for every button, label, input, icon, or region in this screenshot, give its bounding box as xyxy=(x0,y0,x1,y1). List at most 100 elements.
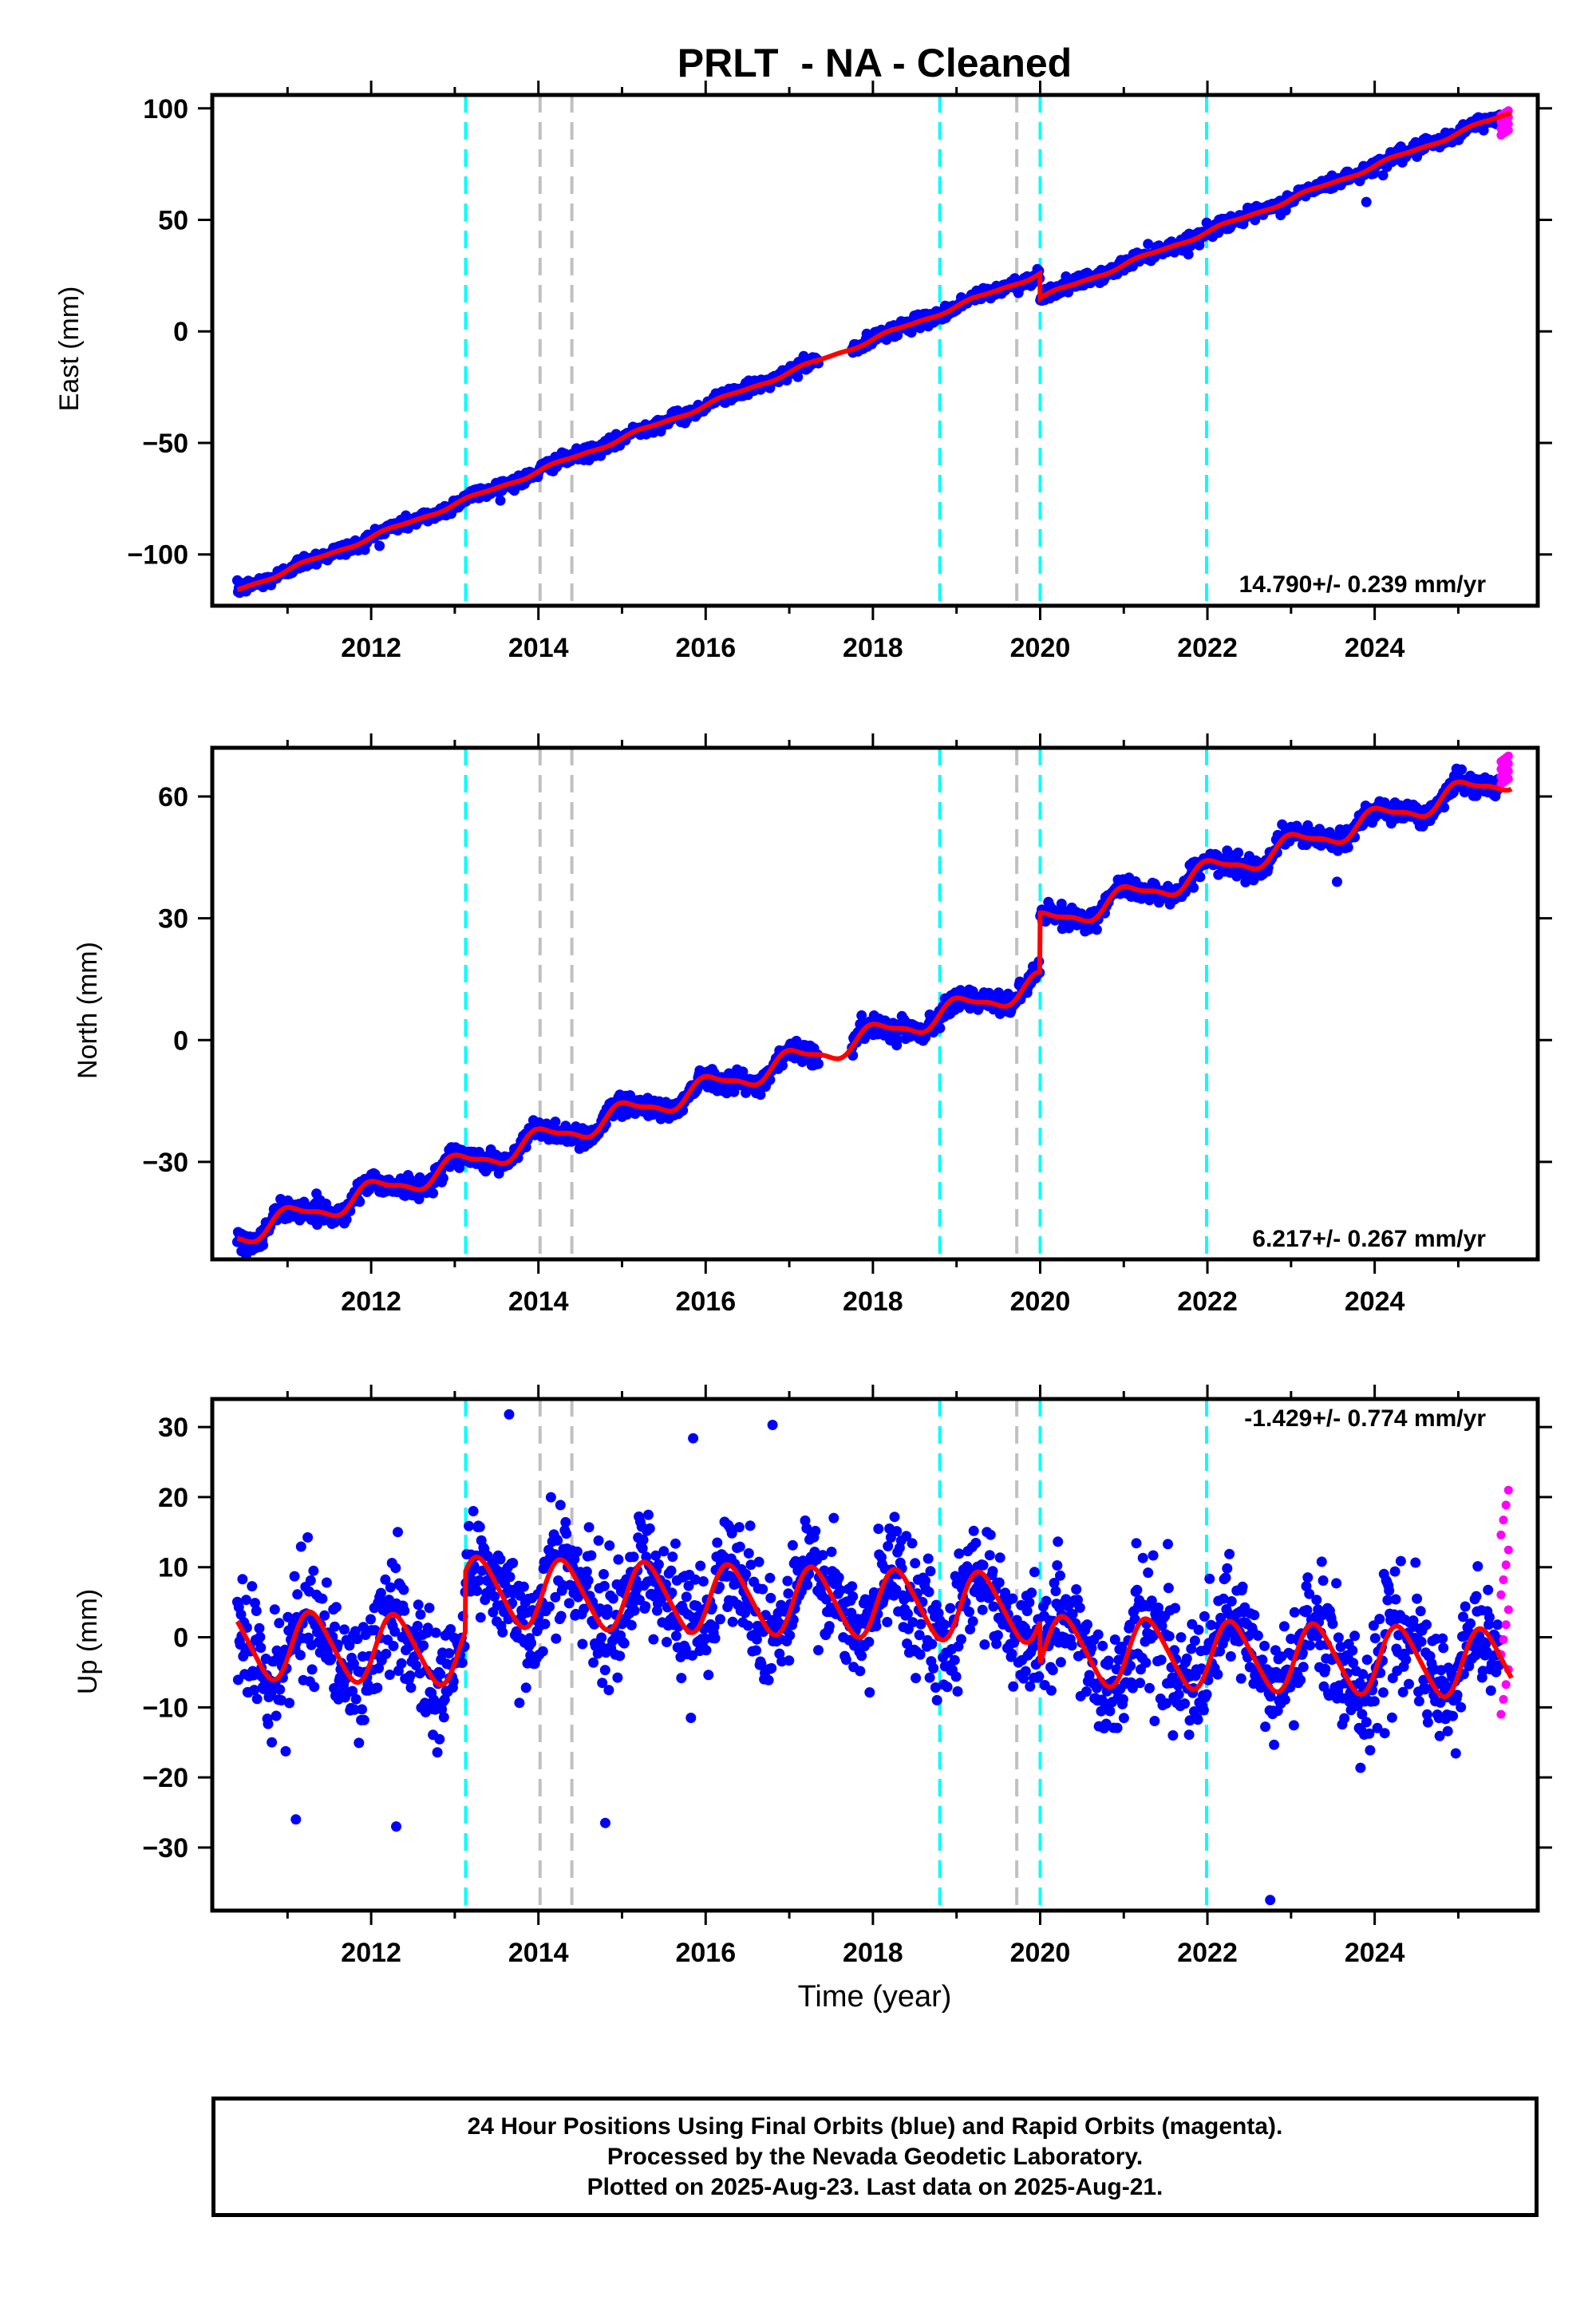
final-orbit-point xyxy=(593,1535,604,1546)
final-orbit-point xyxy=(586,1550,597,1561)
final-orbit-point xyxy=(1259,1640,1270,1651)
final-orbit-point xyxy=(970,1537,982,1548)
final-orbit-point xyxy=(764,1572,776,1583)
final-orbit-point xyxy=(703,1670,714,1681)
final-orbit-point xyxy=(765,1592,776,1603)
final-orbit-point xyxy=(701,1645,712,1656)
final-orbit-point xyxy=(1140,1657,1152,1668)
final-orbit-point xyxy=(306,1664,318,1675)
final-orbit-point xyxy=(1189,1635,1200,1646)
final-orbit-point xyxy=(824,1621,835,1632)
final-orbit-point xyxy=(742,1620,753,1631)
east-panel: East (mm) 2012 2014 2016 2018 2020 2022 202410… xyxy=(54,81,1552,663)
final-orbit-point xyxy=(468,1506,479,1516)
final-orbit-point xyxy=(626,1619,637,1630)
final-orbit-point xyxy=(560,1516,571,1528)
final-orbit-point xyxy=(1163,1539,1173,1550)
final-orbit-point xyxy=(472,1585,483,1596)
final-orbit-point xyxy=(1103,1655,1114,1666)
final-orbit-point xyxy=(1007,1593,1018,1604)
final-orbit-point xyxy=(280,1745,291,1757)
final-orbit-point xyxy=(920,1575,931,1587)
final-orbit-point xyxy=(802,1579,813,1591)
final-orbit-point xyxy=(911,1673,922,1684)
final-orbit-point xyxy=(292,1589,303,1600)
east-ylabel: East (mm) xyxy=(54,287,85,412)
chart-title: PRLT - NA - Cleaned xyxy=(678,41,1072,85)
final-orbit-point xyxy=(618,1638,630,1649)
final-orbit-point xyxy=(855,1666,866,1677)
final-orbit-point xyxy=(317,1593,328,1604)
final-orbit-point xyxy=(1173,1689,1184,1700)
final-orbit-point xyxy=(284,1697,295,1709)
final-orbit-point xyxy=(925,1566,936,1577)
final-orbit-point xyxy=(330,1602,342,1613)
y-tick-label: 30 xyxy=(158,904,188,935)
final-orbit-point xyxy=(251,1606,262,1616)
final-orbit-point xyxy=(847,1581,858,1592)
final-orbit-point xyxy=(251,1694,263,1705)
final-orbit-point xyxy=(670,1538,681,1549)
final-orbit-point xyxy=(1117,1694,1128,1705)
final-orbit-point xyxy=(561,1528,572,1539)
final-orbit-point xyxy=(950,1671,962,1682)
final-orbit-point xyxy=(922,1553,934,1564)
final-orbit-point xyxy=(350,1694,361,1705)
final-orbit-point xyxy=(985,1529,996,1540)
final-orbit-point xyxy=(1008,1681,1019,1692)
y-tick-label: −30 xyxy=(142,1148,188,1178)
final-orbit-point xyxy=(415,1609,426,1620)
final-orbit-point xyxy=(967,1616,978,1627)
final-orbit-point xyxy=(1104,1705,1116,1717)
final-orbit-point xyxy=(833,1572,844,1583)
final-orbit-point xyxy=(1226,1596,1237,1607)
final-orbit-point xyxy=(583,1575,594,1586)
final-orbit-point xyxy=(1082,1619,1092,1630)
model-fit-line xyxy=(236,110,1512,592)
final-orbit-point xyxy=(1020,1666,1031,1677)
final-orbit-point xyxy=(497,1626,508,1638)
final-orbit-point xyxy=(434,1733,445,1745)
final-orbit-point xyxy=(709,1633,721,1644)
final-orbit-point xyxy=(550,1117,561,1128)
final-orbit-point xyxy=(766,1662,777,1674)
final-orbit-point xyxy=(934,1022,946,1034)
final-orbit-point xyxy=(1163,1583,1174,1594)
final-orbit-point xyxy=(924,1672,935,1683)
x-tick-label: 2024 xyxy=(1345,1286,1405,1317)
final-orbit-point xyxy=(964,1607,975,1618)
final-orbit-point xyxy=(1332,876,1342,887)
final-orbit-point xyxy=(979,1639,990,1650)
final-orbit-point xyxy=(792,371,804,382)
x-tick-label: 2022 xyxy=(1177,633,1238,663)
final-orbit-point xyxy=(428,1188,439,1199)
final-orbit-point xyxy=(289,1571,300,1582)
final-orbit-point xyxy=(763,1674,774,1686)
final-orbit-point xyxy=(662,1637,672,1647)
final-orbit-point xyxy=(1377,170,1389,181)
north-ylabel: North (mm) xyxy=(73,942,103,1079)
final-orbit-point xyxy=(676,1673,687,1684)
final-orbit-point xyxy=(670,1630,681,1642)
x-tick-label: 2018 xyxy=(843,1286,903,1317)
final-orbit-point xyxy=(603,1685,614,1696)
final-orbit-point xyxy=(695,1560,706,1571)
final-orbit-point xyxy=(237,1574,248,1585)
final-orbit-point xyxy=(302,1531,314,1543)
final-orbit-point xyxy=(271,1710,282,1721)
final-orbit-point xyxy=(614,1650,626,1662)
final-orbit-point xyxy=(393,1527,403,1538)
final-orbit-point xyxy=(994,1552,1005,1563)
final-orbit-point xyxy=(372,1682,383,1694)
final-orbit-point xyxy=(1118,1713,1129,1724)
final-orbit-point xyxy=(1193,1624,1204,1635)
final-orbit-point xyxy=(424,1603,435,1614)
final-orbit-point xyxy=(1201,1689,1212,1700)
final-orbit-point xyxy=(882,1617,893,1627)
final-orbit-point xyxy=(640,1601,651,1612)
final-orbit-point xyxy=(931,1694,942,1705)
final-orbit-point xyxy=(1192,1714,1203,1725)
final-orbit-point xyxy=(1195,871,1206,883)
final-orbit-point xyxy=(381,1648,392,1659)
x-tick-label: 2012 xyxy=(341,633,401,663)
